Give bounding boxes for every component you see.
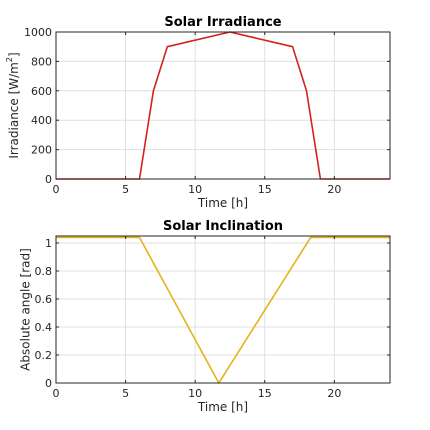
inclination-y-axis-label: Absolute angle [rad]: [19, 248, 33, 371]
irradiance-x-tick-label: 5: [122, 183, 129, 196]
irradiance-x-axis-label: Time [h]: [197, 196, 248, 210]
inclination-y-tick-label: 0.4: [35, 321, 53, 334]
inclination-y-tick-label: 0: [45, 377, 52, 390]
irradiance-y-tick-label: 400: [31, 114, 52, 127]
inclination-y-tick-label: 0.6: [35, 293, 53, 306]
irradiance-y-tick-label: 1000: [24, 26, 52, 39]
inclination-chart-title: Solar Inclination: [163, 219, 283, 234]
inclination-x-tick-label: 0: [53, 387, 60, 400]
inclination-x-tick-label: 10: [188, 387, 202, 400]
inclination-x-tick-label: 20: [327, 387, 341, 400]
inclination-y-tick-label: 1: [45, 237, 52, 250]
inclination-axes-box: [55, 235, 391, 384]
irradiance-x-tick-label: 10: [188, 183, 202, 196]
irradiance-x-tick-label: 0: [53, 183, 60, 196]
irradiance-axes-box: [55, 31, 391, 180]
irradiance-y-tick-label: 600: [31, 85, 52, 98]
irradiance-y-tick-label: 0: [45, 173, 52, 186]
irradiance-y-tick-label: 200: [31, 144, 52, 157]
irradiance-y-axis-label-end: ]: [7, 52, 21, 57]
irradiance-chart-title: Solar Irradiance: [164, 15, 281, 30]
irradiance-y-axis-label: Irradiance [W/m2]: [5, 52, 21, 158]
irradiance-x-tick-label: 15: [258, 183, 272, 196]
inclination-y-tick-label: 0.8: [35, 265, 53, 278]
inclination-chart: 0 5 10 15 20 0 0.2 0.4 0.6 0.8 1 Solar Inclination…: [19, 219, 391, 414]
inclination-y-tick-label: 0.2: [35, 349, 53, 362]
inclination-x-tick-label: 15: [258, 387, 272, 400]
inclination-x-axis-label: Time [h]: [197, 400, 248, 414]
irradiance-x-tick-label: 20: [327, 183, 341, 196]
inclination-ticks: 0 5 10 15 20 0 0.2 0.4 0.6 0.8 1: [35, 236, 390, 400]
inclination-x-tick-label: 5: [122, 387, 129, 400]
irradiance-y-axis-label-main: Irradiance [W/m: [7, 62, 21, 159]
irradiance-y-tick-label: 800: [31, 55, 52, 68]
irradiance-y-axis-label-superscript: 2: [5, 57, 14, 62]
